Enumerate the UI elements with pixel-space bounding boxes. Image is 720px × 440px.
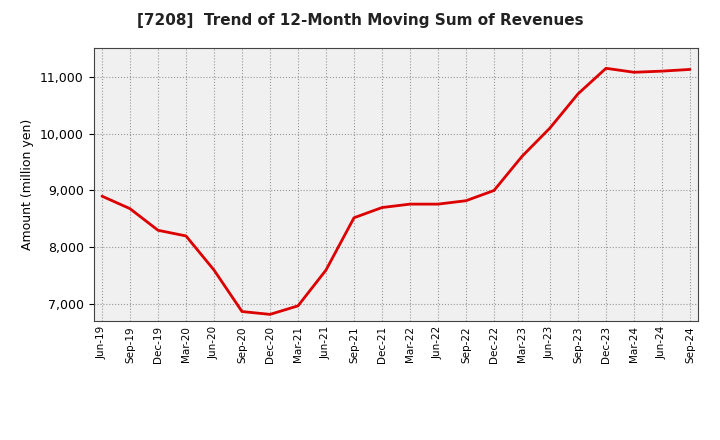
Y-axis label: Amount (million yen): Amount (million yen) [22, 119, 35, 250]
Text: [7208]  Trend of 12-Month Moving Sum of Revenues: [7208] Trend of 12-Month Moving Sum of R… [137, 13, 583, 28]
